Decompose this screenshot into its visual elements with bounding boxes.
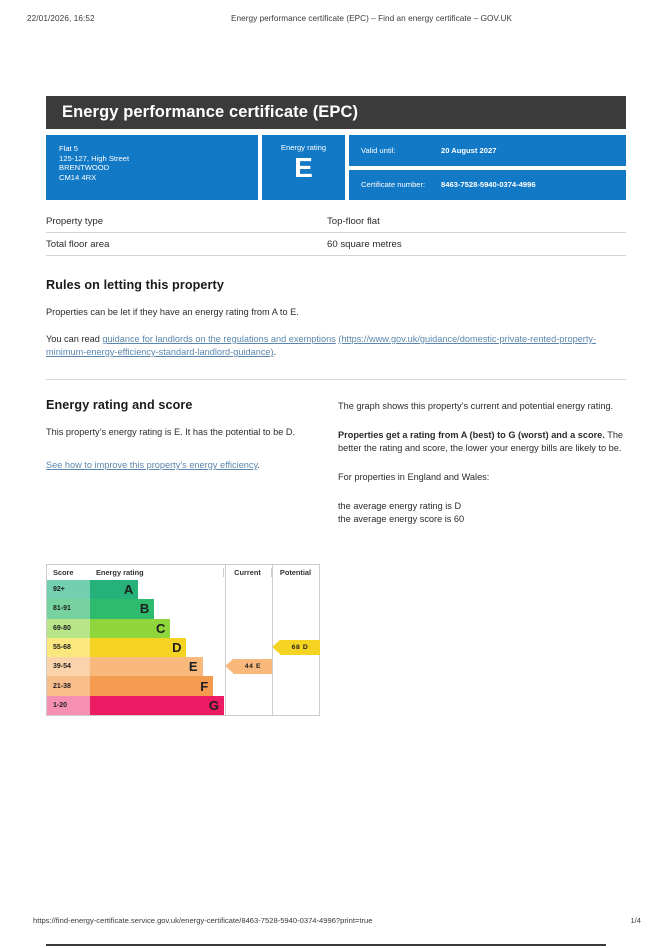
region-label: For properties in England and Wales: [338,472,490,482]
rating-band-g: 1-20 G [47,695,319,716]
landlord-guidance-link[interactable]: guidance for landlords on the regulation… [102,334,336,344]
graph-header-current: Current [223,568,271,577]
floor-area-value: 60 square metres [327,238,402,250]
address-line-1: Flat 5 [59,144,78,153]
letting-read-prefix: You can read [46,334,103,344]
print-footer: https://find-energy-certificate.service.… [33,916,641,925]
certificate-summary: Flat 5 125-127, High Street BRENTWOOD CM… [46,135,626,200]
certificate-meta: Valid until: 20 August 2027 Certificate … [349,135,626,200]
footer-url: https://find-energy-certificate.service.… [33,916,373,925]
potential-rating-marker-arrow-icon [272,640,280,655]
average-rating: the average energy rating is D [338,501,462,511]
graph-header-potential: Potential [271,568,319,577]
band-score-range: 39-54 [47,657,90,677]
certificate-banner-title: Energy performance certificate (EPC) [62,103,359,121]
band-bar-letter-e: E [90,657,203,677]
current-rating-marker-arrow-icon [225,659,233,674]
potential-rating-marker-label: 68 D [291,644,309,652]
address-line-2: 125-127, High Street [59,153,130,163]
rating-explainer-rest: The better the rating and score, the low… [338,430,624,453]
band-bar-letter-d: D [90,637,187,658]
band-score-range: 55-68 [47,637,90,658]
certificate-number-row: Certificate number: 8463-7528-5940-0374-… [349,169,626,200]
print-header: 22/01/2026, 16:52 Energy performance cer… [0,14,670,28]
landlord-guidance-url: (https://www.gov.uk/guidance/domestic-pr… [46,334,597,357]
band-bar-area: G [90,695,319,716]
band-score-range: 69-80 [47,618,90,638]
rating-band-d: 55-68 D [47,637,319,658]
valid-until-row: Valid until: 20 August 2027 [349,135,626,166]
rating-band-b: 81-91 B [47,599,319,619]
certificate-number-value: 8463-7528-5940-0374-4996 [441,180,536,190]
improve-link-suffix: . [257,460,260,470]
table-row: Property type Top-floor flat [46,210,626,233]
address-line-4: CM14 4RX [59,172,97,182]
graph-header-row: Score Energy rating Current Potential [47,564,319,580]
band-bar-area: B [90,599,319,619]
rating-paragraph: This property’s energy rating is E. It h… [46,427,296,437]
energy-rating-label: Energy rating [280,143,327,152]
band-bar-area: A [90,580,319,600]
graph-header-score: Score [53,568,74,577]
band-bar-letter-b: B [90,599,155,619]
section-divider [46,379,626,380]
rating-band-a: 92+ A [47,580,319,600]
page-bottom-edge [46,944,606,946]
band-score-range: 1-20 [47,695,90,716]
rating-right-column: The graph shows this property’s current … [338,398,626,542]
energy-rating-section: Energy rating and score This property’s … [46,398,626,542]
letting-read-suffix: . [273,347,277,357]
rating-band-e: 39-54 E [47,657,319,677]
certificate-number-label: Certificate number: [361,180,426,190]
band-bar-letter-c: C [90,618,171,638]
band-bar-area: E [90,657,319,677]
potential-rating-marker: 68 D [272,640,320,656]
graph-bands: 92+ A 81-91 B 69-80 C 55-68 D 39-54 E 21-38 F 1-20 G 4… [47,580,320,716]
property-type-label: Property type [46,215,104,227]
band-bar-area: F [90,676,319,696]
current-rating-marker: 44 E [225,659,273,675]
letting-guidance-paragraph: You can read guidance for landlords on t… [46,333,626,359]
valid-until-label: Valid until: [361,145,396,155]
band-bar-letter-g: G [90,695,224,716]
rating-band-c: 69-80 C [47,618,319,638]
property-address: Flat 5 125-127, High Street BRENTWOOD CM… [46,135,258,200]
table-row: Total floor area 60 square metres [46,233,626,256]
certificate-content: Energy performance certificate (EPC) Fla… [46,96,626,717]
improve-link-paragraph: See how to improve this property’s energ… [46,459,338,472]
print-title: Energy performance certificate (EPC) – F… [231,14,512,23]
property-type-value: Top-floor flat [327,215,380,227]
letting-heading: Rules on letting this property [46,278,224,292]
band-score-range: 81-91 [47,599,90,619]
region-averages: the average energy rating is D the avera… [338,500,626,526]
band-bar-area: C [90,618,319,638]
rating-explainer-bold: Properties get a rating from A (best) to… [338,430,605,440]
graph-description: The graph shows this property’s current … [338,401,614,411]
rating-explainer: Properties get a rating from A (best) to… [338,429,626,455]
energy-rating-badge: Energy rating E [262,135,345,200]
average-score: the average energy score is 60 [338,514,465,524]
rating-band-f: 21-38 F [47,676,319,696]
current-rating-marker-label: 44 E [244,663,262,671]
address-line-3: BRENTWOOD [59,163,110,173]
certificate-banner: Energy performance certificate (EPC) [46,96,626,129]
floor-area-label: Total floor area [46,238,110,250]
graph-header-rating: Energy rating [96,568,144,577]
footer-page-number: 1/4 [630,916,641,925]
property-details-table: Property type Top-floor flat Total floor… [46,210,626,256]
letting-paragraph: Properties can be let if they have an en… [46,307,299,317]
rating-heading: Energy rating and score [46,398,193,412]
band-score-range: 92+ [47,580,90,600]
print-date: 22/01/2026, 16:52 [27,14,95,23]
energy-rating-value: E [294,152,313,183]
improve-efficiency-link[interactable]: See how to improve this property’s energ… [46,460,258,470]
rating-left-column: Energy rating and score This property’s … [46,398,338,542]
band-bar-letter-a: A [90,580,139,600]
band-bar-area: D [90,637,319,658]
band-bar-letter-f: F [90,676,214,696]
band-score-range: 21-38 [47,676,90,696]
valid-until-value: 20 August 2027 [441,145,497,155]
epc-rating-graph: Score Energy rating Current Potential 92… [46,564,320,717]
